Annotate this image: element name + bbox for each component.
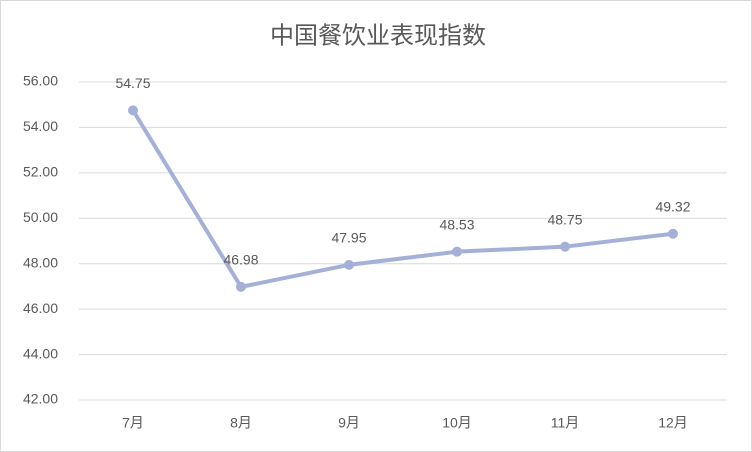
data-label: 54.75 <box>115 75 150 91</box>
y-tick-label: 42.00 <box>23 391 58 407</box>
point <box>452 246 462 257</box>
line <box>131 108 675 289</box>
point <box>128 105 138 116</box>
data-label: 48.53 <box>439 216 474 232</box>
point <box>668 228 678 239</box>
y-tick-label: 48.00 <box>23 254 58 270</box>
point <box>560 241 570 252</box>
x-tick-label: 8月 <box>230 415 252 431</box>
x-tick-label: 12月 <box>658 415 688 431</box>
data-label: 47.95 <box>331 230 366 246</box>
chart-title: 中国餐饮业表现指数 <box>270 22 486 49</box>
data-label: 49.32 <box>655 198 690 214</box>
x-tick-label: 10月 <box>442 415 472 431</box>
y-tick-label: 50.00 <box>23 209 58 225</box>
point <box>236 281 246 292</box>
data-label: 46.98 <box>223 252 258 268</box>
y-tick-label: 44.00 <box>23 345 58 361</box>
data-label: 48.75 <box>547 211 582 227</box>
point <box>344 259 354 270</box>
x-tick-label: 7月 <box>122 415 144 431</box>
y-tick-label: 46.00 <box>23 300 58 316</box>
y-tick-label: 54.00 <box>23 118 58 134</box>
x-tick-label: 9月 <box>338 415 360 431</box>
x-tick-label: 11月 <box>551 415 580 431</box>
y-tick-label: 56.00 <box>23 73 58 89</box>
y-tick-label: 52.00 <box>23 164 58 180</box>
